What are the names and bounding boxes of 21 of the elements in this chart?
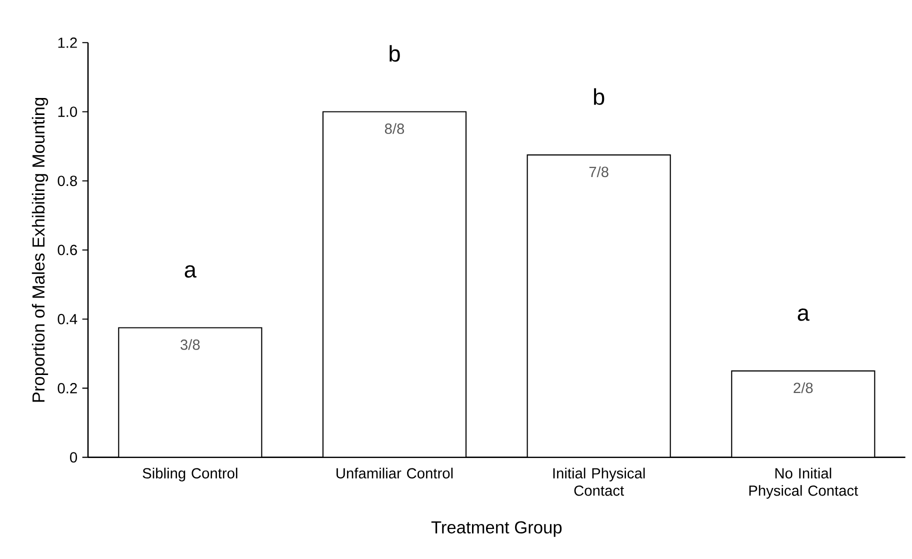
data-label: 3/8	[180, 339, 200, 350]
x-tick-label: Sibling Control	[142, 468, 238, 482]
x-tick-label: Unfamiliar Control	[336, 468, 453, 479]
data-label: 7/8	[589, 166, 608, 178]
y-tick-label: 0.2	[58, 383, 77, 394]
y-tick-label: 0	[70, 452, 78, 463]
x-axis-title: Treatment Group	[431, 521, 562, 538]
y-axis-title: Proportion of Males Exhibiting Mounting	[32, 98, 48, 402]
y-tick-label: 0.6	[58, 244, 77, 256]
annotation: a	[184, 265, 196, 278]
annotation: a	[798, 308, 810, 322]
x-tick-label: No Initial Physical Contact	[749, 468, 858, 499]
x-tick-label: Initial Physical Contact	[553, 468, 645, 496]
annotation: b	[594, 88, 604, 106]
y-tick-label: 1.0	[58, 106, 78, 118]
data-label: 8/8	[384, 123, 404, 134]
annotation: b	[390, 45, 400, 62]
y-tick-label: 1.2	[58, 38, 77, 48]
data-label: 2/8	[794, 382, 813, 394]
y-tick-label: 0.4	[58, 314, 78, 324]
y-tick-label: 0.8	[58, 176, 77, 186]
